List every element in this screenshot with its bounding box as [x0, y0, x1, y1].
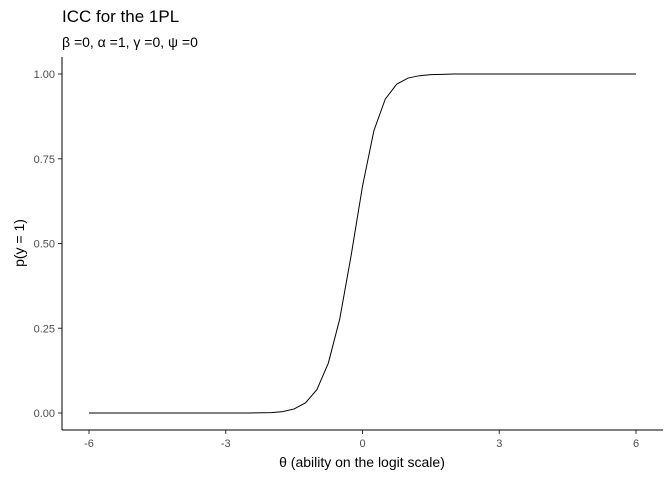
- y-axis-title: p(y = 1): [11, 219, 27, 267]
- x-axis-ticks: -6 -3 0 3 6: [84, 430, 639, 450]
- x-tick-label: 6: [633, 438, 639, 450]
- x-tick-label: -3: [221, 438, 231, 450]
- y-tick-label: 0.75: [34, 154, 55, 166]
- chart-title: ICC for the 1PL: [62, 7, 179, 26]
- x-tick-label: 0: [359, 438, 365, 450]
- y-tick-label: 0.50: [34, 239, 55, 251]
- chart-subtitle: β =0, α =1, γ =0, ψ =0: [62, 34, 198, 50]
- y-tick-label: 1.00: [34, 69, 55, 81]
- icc-curve-line: [89, 73, 636, 414]
- y-axis-ticks: 0.00 0.25 0.50 0.75 1.00: [34, 69, 62, 420]
- x-tick-label: 3: [496, 438, 502, 450]
- y-tick-label: 0.00: [34, 408, 55, 420]
- x-tick-label: -6: [84, 438, 94, 450]
- x-axis-title: θ (ability on the logit scale): [279, 454, 445, 470]
- y-tick-label: 0.25: [34, 323, 55, 335]
